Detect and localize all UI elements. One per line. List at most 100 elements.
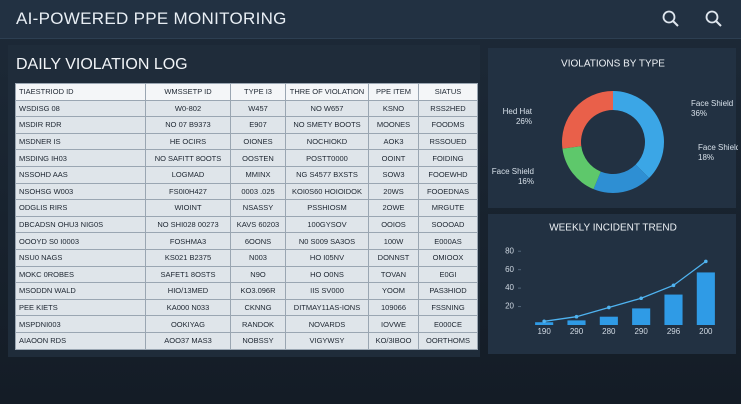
table-cell: E000AS [418,232,478,250]
segment-label: Hed Hat [503,107,533,116]
table-row: AIAOON RDS AOO37 MAS3 NOBSSY VIGYWSY KO/3IBO… [15,331,478,350]
table-cell: YOOM [368,282,419,300]
table-cell: 109066 [368,298,419,317]
table-cell: IOVWE [368,315,419,333]
table-row: NSSOHD AAS LOGMAD MMINX NG S4577 BXSTS SOW3 F… [15,165,478,184]
column-header: THRE OF VIOLATION [285,83,369,101]
table-cell: KO/3IBOO [368,331,419,350]
table-cell: N9O [230,265,286,284]
table-cell: DONNST [368,248,419,267]
table-cell: FOODMS [418,116,478,134]
segment-label: Face Shield [698,143,738,152]
panel-title: DAILY VIOLATION LOG [16,56,188,73]
table-cell: NO 07 B9373 [145,116,231,134]
table-cell: RSS2HED [418,99,478,118]
chart-title: WEEKLY INCIDENT TREND [549,223,677,234]
segment-value-label: 26% [516,117,532,126]
header-bar: AI-POWERED PPE MONITORING [0,0,741,39]
table-cell: N0 S009 SA3OS [285,232,369,250]
table-cell: WSDISG 08 [15,99,146,118]
trend-point [574,314,579,319]
table-cell: MSODDN WALD [15,282,146,300]
table-cell: KA000 N033 [145,298,231,317]
table-cell: DITMAY11AS-IONS [285,298,369,317]
chart-panel [488,214,736,354]
table-cell: NOBSSY [230,331,286,350]
table-cell: FOOEWHD [418,165,478,184]
table-cell: MMINX [230,165,286,184]
trend-point [607,305,611,310]
table-cell: TOVAN [368,265,419,284]
table-cell: NO SMETY BOOTS [285,116,369,134]
y-tick-label: 40 [505,283,514,292]
table-row: MSODDN WALD HIO/13MED KO3.096R IIS SV000 YOO… [15,282,478,300]
table-head: TIAESTRIOD ID WMSSETP ID TYPE I3 THRE OF VI… [15,83,478,101]
segment-value-label: 18% [698,153,714,162]
search-button[interactable] [661,9,681,29]
donut-segment [562,91,613,149]
table-row: PEE KIETS KA000 N033 CKNNG DITMAY11AS-IONS 1… [15,298,478,317]
trend-line [544,260,707,322]
x-tick-label: 290 [634,327,648,336]
y-tick-label: 60 [505,265,514,274]
table-cell: PAS3HIOD [418,282,478,300]
app-title: AI-POWERED PPE MONITORING [16,9,287,28]
column-header: TYPE I3 [230,83,286,101]
table-cell: KS021 B2375 [145,248,231,267]
search-button[interactable] [704,9,724,29]
table-cell: HE OCIRS [145,132,231,151]
table-cell: OIONES [230,132,286,151]
table-cell: 6OONS [230,232,286,250]
table-row: MSDING IH03 NO SAFITT 8OOTS OOSTEN POSTT000… [15,149,478,167]
table-cell: NO W657 [285,99,369,118]
chart-title: VIOLATIONS BY TYPE [561,59,665,70]
table-cell: OOIOS [368,215,419,234]
table-cell: W457 [230,99,286,118]
table-cell: NG S4577 BXSTS [285,165,369,184]
table-cell: FOSHMA3 [145,232,231,250]
table-cell: MOKC 0ROBES [15,265,146,284]
table-cell: E0GI [418,265,478,284]
x-tick-label: 296 [667,327,681,336]
table-cell: KSNO [368,99,419,118]
table-cell: NSU0 NAGS [15,248,146,267]
table-cell: 2OWE [368,199,419,217]
table-cell: 0003 .025 [230,182,286,201]
donut-segment [613,91,664,179]
table-cell: RSSOUED [418,132,478,151]
table-cell: 100GYSOV [285,215,369,234]
table-cell: MRGUTE [418,199,478,217]
table-cell: MSDING IH03 [15,149,146,167]
segment-label: Face Shield [492,167,534,176]
table-cell: AIAOON RDS [15,331,146,350]
table-cell: PSSHIOSM [285,199,369,217]
table-row: WSDISG 08 W0-802 W457 NO W657 KSNO RSS2HED [15,99,478,118]
x-tick-label: 290 [570,327,584,336]
segment-value-label: 36% [691,109,707,118]
bar [632,308,651,325]
x-tick-label: 280 [602,327,616,336]
bar [535,322,554,325]
table-cell: HIO/13MED [145,282,231,300]
segment-label: Face Shield [691,99,733,108]
donut-segment [562,146,601,190]
bar [567,320,586,325]
table-cell: AOO37 MAS3 [145,331,231,350]
table-cell: LOGMAD [145,165,231,184]
table-cell: OOOYD S0 I0003 [15,232,146,250]
header-row: TIAESTRIOD ID WMSSETP ID TYPE I3 THRE OF VI… [15,83,478,101]
table-row: MOKC 0ROBES SAFET1 8OSTS N9O HO O0NS TOVAN E0… [15,265,478,284]
table-row: MSPDNI003 OOKIYAG RANDOK NOVARDS IOVWE E000CE [15,315,478,333]
table-cell: OOKIYAG [145,315,231,333]
table-cell: FOOEDNAS [418,182,478,201]
table-cell: NOCHIOKD [285,132,369,151]
table-cell: E907 [230,116,286,134]
column-header: PPE ITEM [368,83,419,101]
bar [664,294,683,325]
table-cell: SOW3 [368,165,419,184]
table-cell: W0-802 [145,99,231,118]
table-cell: NSASSY [230,199,286,217]
table-cell: NO SAFITT 8OOTS [145,149,231,167]
table-cell: HO I05NV [285,248,369,267]
trend-point [671,283,676,288]
